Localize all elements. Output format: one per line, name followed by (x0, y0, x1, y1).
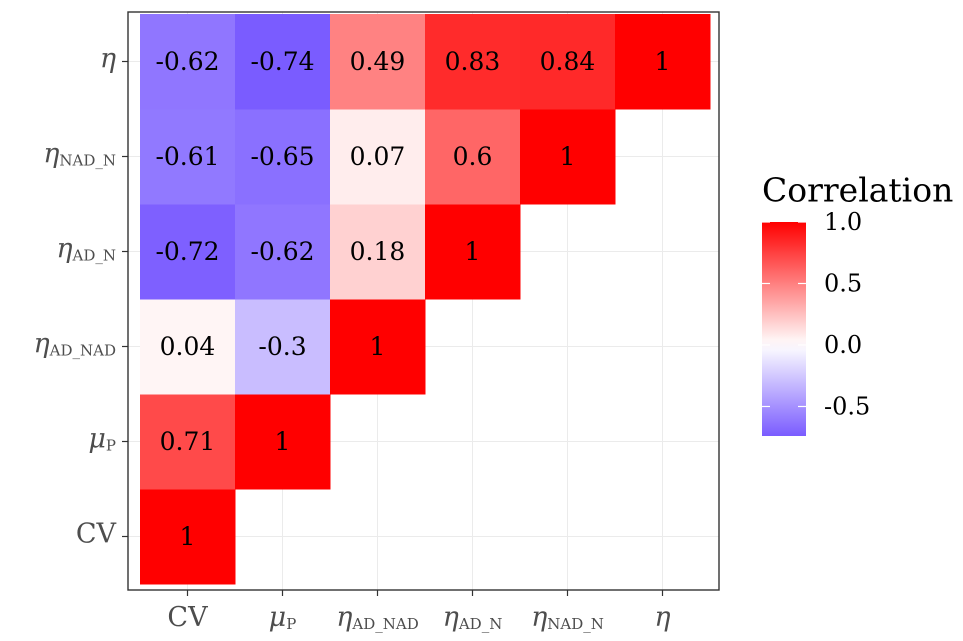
heatmap-cell (425, 109, 521, 205)
cell-value-label: -0.65 (250, 142, 314, 171)
heatmap-cell (140, 394, 236, 490)
legend-break-label: 0.5 (824, 269, 862, 297)
cell-value-label: -0.62 (250, 237, 314, 266)
x-tick-label: ηAD_NAD (336, 602, 419, 634)
x-tick-label: η (654, 602, 670, 633)
y-tick-label: ηNAD_N (43, 138, 116, 170)
cell-value-label: 0.71 (160, 427, 216, 456)
heatmap-cell (330, 204, 426, 300)
heatmap-cell (140, 109, 236, 205)
heatmap-cell (235, 394, 331, 490)
heatmap-cell (235, 14, 331, 110)
heatmap-cell (330, 109, 426, 205)
heatmap-cell (140, 489, 236, 585)
heatmap-cell (140, 299, 236, 395)
legend-break-label: 0.0 (824, 331, 862, 359)
heatmap-cell (235, 109, 331, 205)
cell-value-label: 1 (370, 332, 386, 361)
cell-value-label: -0.3 (258, 332, 306, 361)
legend-color-bar (762, 222, 806, 436)
heatmap-cell (330, 299, 426, 395)
cell-value-label: -0.72 (155, 237, 219, 266)
cell-labels: 1 0.71 1 0.04 -0.3 1 -0.72 -0.62 0.18 1 -0.61 -0.65… (155, 47, 670, 551)
cell-value-label: 0.18 (350, 237, 406, 266)
legend-break-label: 1.0 (824, 208, 862, 236)
heatmap-cell (425, 204, 521, 300)
heatmap-cell (140, 14, 236, 110)
heatmap-cell (330, 14, 426, 110)
cell-value-label: 0.6 (453, 142, 493, 171)
cell-value-label: 0.49 (350, 47, 406, 76)
cell-value-label: 0.07 (350, 142, 406, 171)
y-tick-label: ηAD_N (56, 233, 116, 265)
heatmap-cell (235, 299, 331, 395)
y-axis: CV μP ηAD_NAD ηAD_N ηNAD_N η (33, 43, 128, 549)
cell-value-label: 1 (560, 142, 576, 171)
cell-value-label: 1 (465, 237, 481, 266)
heatmap-cell (140, 204, 236, 300)
x-axis: CV μP ηAD_NAD ηAD_N ηNAD_N η (167, 590, 671, 634)
panel-border (127, 11, 720, 591)
x-tick-label: ηAD_N (443, 602, 503, 634)
cell-value-label: -0.62 (155, 47, 219, 76)
cell-value-label: 1 (180, 522, 196, 551)
cell-value-label: -0.61 (155, 142, 219, 171)
cell-value-label: 0.84 (540, 47, 596, 76)
cell-value-label: 1 (275, 427, 291, 456)
x-tick-label: μP (269, 602, 297, 634)
cell-value-label: 0.04 (160, 332, 216, 361)
cell-value-label: 0.83 (445, 47, 501, 76)
heatmap-cell (520, 109, 616, 205)
y-tick-label: μP (88, 423, 116, 455)
x-tick-label: CV (167, 602, 208, 633)
cell-value-label: -0.74 (250, 47, 314, 76)
y-tick-label: η (100, 43, 116, 74)
heatmap-cell (425, 14, 521, 110)
heatmap-cell (615, 14, 711, 110)
y-tick-label: CV (76, 518, 117, 549)
heatmap-cells (140, 14, 711, 585)
y-tick-label: ηAD_NAD (33, 328, 116, 360)
heatmap-cell (235, 204, 331, 300)
heatmap-cell (520, 14, 616, 110)
legend-title: Correlation (762, 171, 953, 210)
legend-break-label: -0.5 (824, 392, 870, 420)
cell-value-label: 1 (655, 47, 671, 76)
x-tick-label: ηNAD_N (531, 602, 604, 634)
